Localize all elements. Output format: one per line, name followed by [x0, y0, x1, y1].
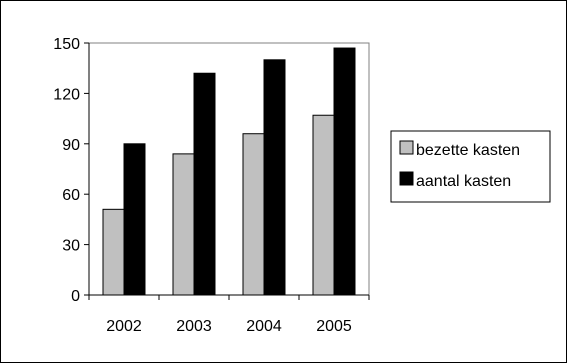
- bar-aantal-kasten: [263, 59, 286, 296]
- legend-label-bezette-kasten: bezette kasten: [416, 142, 520, 159]
- legend-swatch-aantal-kasten: [399, 171, 414, 186]
- x-tick-label: 2004: [246, 318, 282, 335]
- x-axis: 2002 2003 2004 2005: [88, 294, 370, 335]
- bars: [102, 47, 356, 296]
- bar-bezette-kasten: [242, 133, 265, 296]
- legend-label-aantal-kasten: aantal kasten: [416, 173, 511, 190]
- legend-swatch-bezette-kasten: [399, 140, 414, 155]
- bar-aantal-kasten: [333, 47, 356, 296]
- y-tick-label: 90: [62, 137, 80, 154]
- y-axis: 0 30 60 90 120 150: [53, 36, 90, 305]
- x-tick-label: 2002: [106, 318, 142, 335]
- bar-aantal-kasten: [123, 143, 146, 296]
- y-tick-label: 120: [53, 86, 80, 103]
- y-tick-label: 30: [62, 238, 80, 255]
- bar-bezette-kasten: [102, 208, 125, 296]
- x-tick-label: 2005: [316, 318, 352, 335]
- y-tick-label: 150: [53, 36, 80, 53]
- bar-aantal-kasten: [193, 72, 216, 296]
- bar-bezette-kasten: [172, 153, 195, 296]
- x-tick-label: 2003: [176, 318, 212, 335]
- y-tick-label: 60: [62, 187, 80, 204]
- legend-box: [390, 130, 551, 203]
- bar-bezette-kasten: [312, 114, 335, 296]
- legend: bezette kasten aantal kasten: [390, 130, 551, 203]
- y-tick-label: 0: [71, 288, 80, 305]
